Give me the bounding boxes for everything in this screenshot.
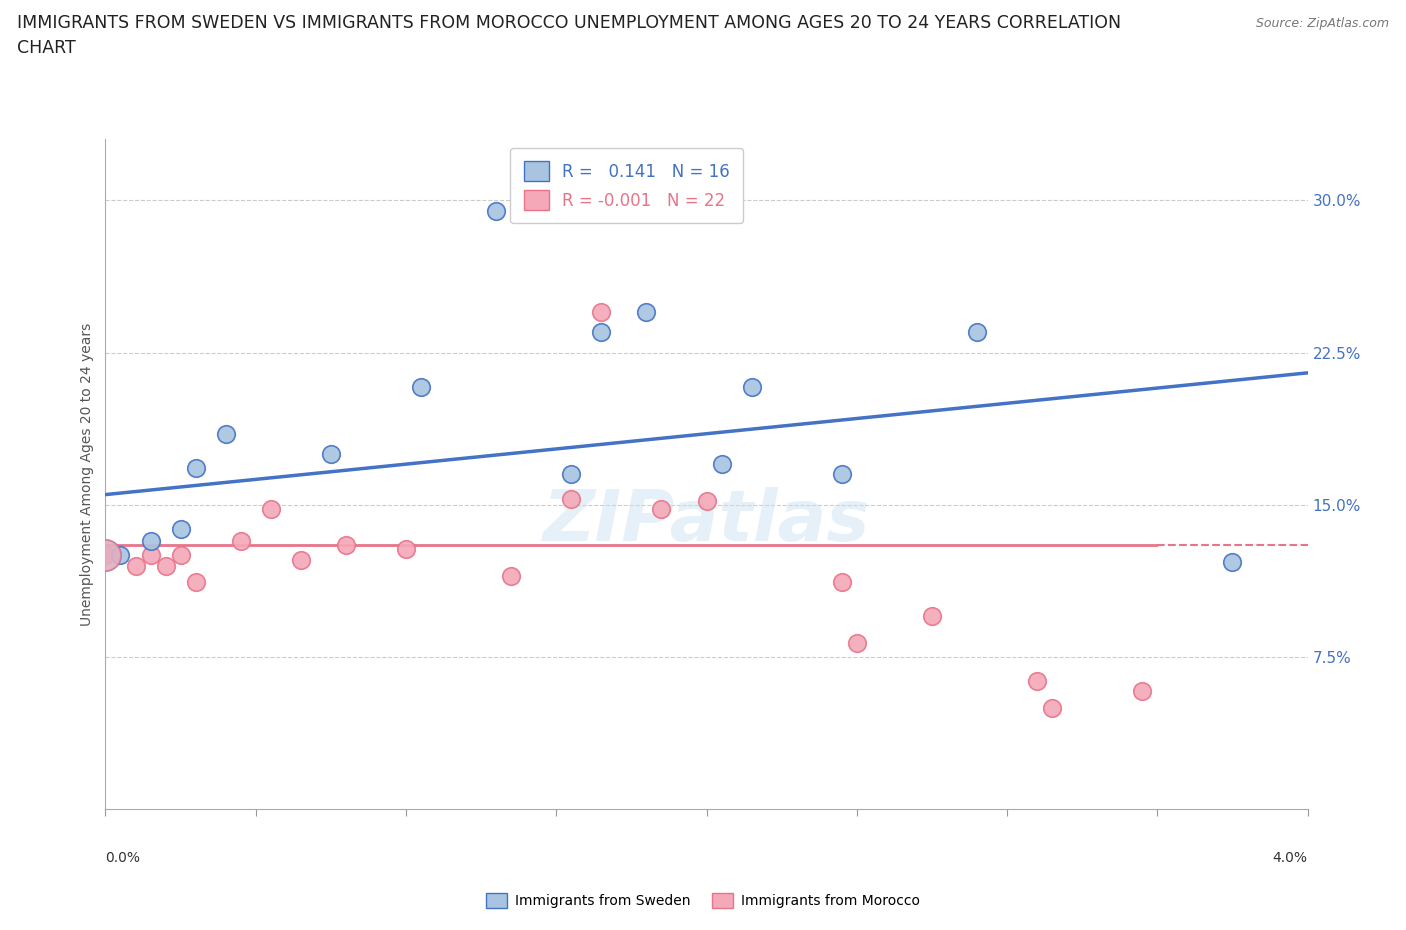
- Point: [409, 379, 432, 394]
- Point: [831, 575, 853, 590]
- Point: [741, 379, 763, 394]
- Point: [710, 457, 733, 472]
- Point: [290, 552, 312, 567]
- Point: [139, 534, 162, 549]
- Point: [1026, 674, 1049, 689]
- Text: IMMIGRANTS FROM SWEDEN VS IMMIGRANTS FROM MOROCCO UNEMPLOYMENT AMONG AGES 20 TO : IMMIGRANTS FROM SWEDEN VS IMMIGRANTS FRO…: [17, 14, 1121, 32]
- Point: [94, 548, 117, 563]
- Text: 4.0%: 4.0%: [1272, 851, 1308, 865]
- Point: [696, 493, 718, 508]
- Point: [94, 548, 117, 563]
- Text: CHART: CHART: [17, 39, 76, 57]
- Point: [110, 548, 132, 563]
- Point: [1130, 684, 1153, 698]
- Point: [319, 446, 342, 461]
- Point: [184, 575, 207, 590]
- Legend: Immigrants from Sweden, Immigrants from Morocco: Immigrants from Sweden, Immigrants from …: [481, 888, 925, 914]
- Point: [636, 304, 658, 319]
- Point: [395, 542, 418, 557]
- Point: [921, 609, 943, 624]
- Point: [229, 534, 252, 549]
- Point: [335, 538, 357, 552]
- Legend: R =   0.141   N = 16, R = -0.001   N = 22: R = 0.141 N = 16, R = -0.001 N = 22: [510, 148, 744, 223]
- Y-axis label: Unemployment Among Ages 20 to 24 years: Unemployment Among Ages 20 to 24 years: [80, 323, 94, 626]
- Text: 0.0%: 0.0%: [105, 851, 141, 865]
- Point: [560, 467, 582, 482]
- Point: [485, 203, 508, 218]
- Point: [169, 522, 191, 537]
- Point: [139, 548, 162, 563]
- Point: [966, 325, 988, 339]
- Point: [124, 558, 146, 573]
- Point: [214, 426, 236, 441]
- Point: [1040, 700, 1063, 715]
- Point: [501, 568, 523, 583]
- Point: [560, 491, 582, 506]
- Point: [845, 635, 868, 650]
- Point: [169, 548, 191, 563]
- Point: [591, 304, 613, 319]
- Text: ZIPatlas: ZIPatlas: [543, 486, 870, 555]
- Point: [650, 501, 672, 516]
- Point: [94, 548, 117, 563]
- Point: [831, 467, 853, 482]
- Point: [591, 325, 613, 339]
- Text: Source: ZipAtlas.com: Source: ZipAtlas.com: [1256, 17, 1389, 30]
- Point: [155, 558, 177, 573]
- Point: [1222, 554, 1244, 569]
- Point: [260, 501, 283, 516]
- Point: [184, 460, 207, 475]
